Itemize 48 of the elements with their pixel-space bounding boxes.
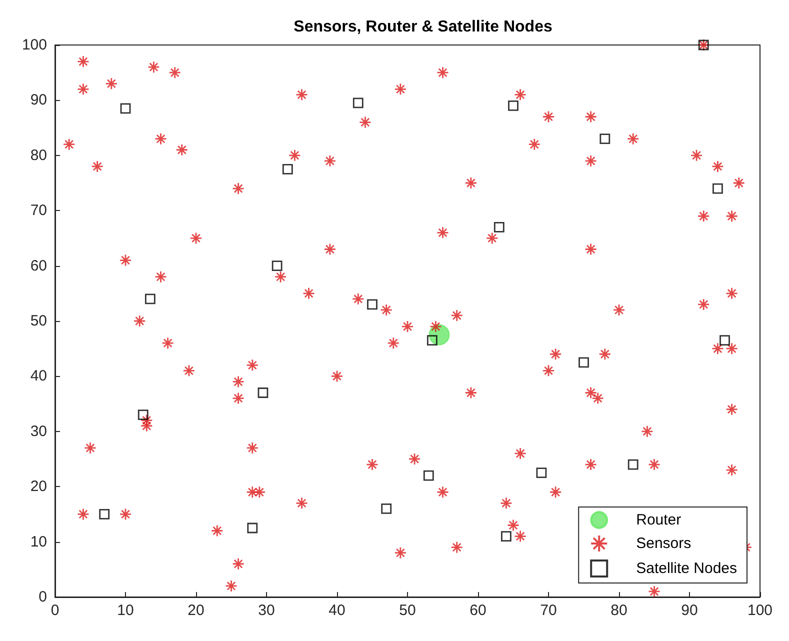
point	[247, 522, 258, 534]
point	[720, 335, 730, 346]
x-tick-label: 90	[681, 602, 698, 619]
y-tick-label: 0	[38, 588, 47, 606]
point	[628, 459, 638, 470]
x-tick-label: 100	[747, 602, 773, 619]
point	[120, 103, 131, 114]
y-tick-label: 70	[30, 202, 47, 220]
y-tick-label: 10	[30, 533, 47, 550]
point	[272, 260, 282, 271]
point	[536, 468, 547, 478]
x-tick-label: 30	[258, 602, 275, 619]
y-tick-label: 20	[30, 478, 47, 496]
y-tick-label: 60	[30, 257, 47, 274]
y-tick-label: 80	[30, 146, 47, 164]
point	[282, 164, 293, 174]
point	[501, 531, 512, 542]
y-tick-label: 30	[30, 422, 47, 440]
legend-label: Satellite Nodes	[636, 560, 738, 577]
point	[600, 134, 610, 144]
x-tick-label: 60	[470, 602, 486, 619]
x-tick-label: 20	[188, 602, 204, 619]
x-tick-label: 80	[610, 602, 628, 619]
point	[712, 183, 723, 194]
point	[367, 299, 378, 310]
chart-title: Sensors, Router & Satellite Nodes	[294, 18, 552, 36]
legend-label: Router	[636, 512, 682, 528]
x-tick-label: 50	[399, 602, 416, 619]
y-tick-label: 50	[30, 312, 47, 330]
x-tick-label: 0	[50, 602, 60, 619]
y-tick-label: 100	[22, 36, 47, 54]
x-tick-label: 10	[117, 602, 134, 619]
point	[144, 294, 156, 304]
point	[426, 335, 438, 346]
point	[494, 222, 504, 232]
point	[138, 410, 148, 420]
x-tick-label: 70	[540, 602, 557, 619]
point	[381, 503, 392, 514]
legend-label: Sensors	[636, 535, 692, 552]
point	[258, 388, 268, 398]
point	[423, 470, 434, 481]
y-tick-label: 90	[30, 92, 47, 109]
point	[508, 100, 518, 111]
y-tick-label: 40	[30, 368, 47, 385]
x-tick-label: 40	[328, 602, 346, 619]
point	[99, 509, 110, 520]
point	[578, 357, 589, 368]
point	[352, 98, 364, 108]
